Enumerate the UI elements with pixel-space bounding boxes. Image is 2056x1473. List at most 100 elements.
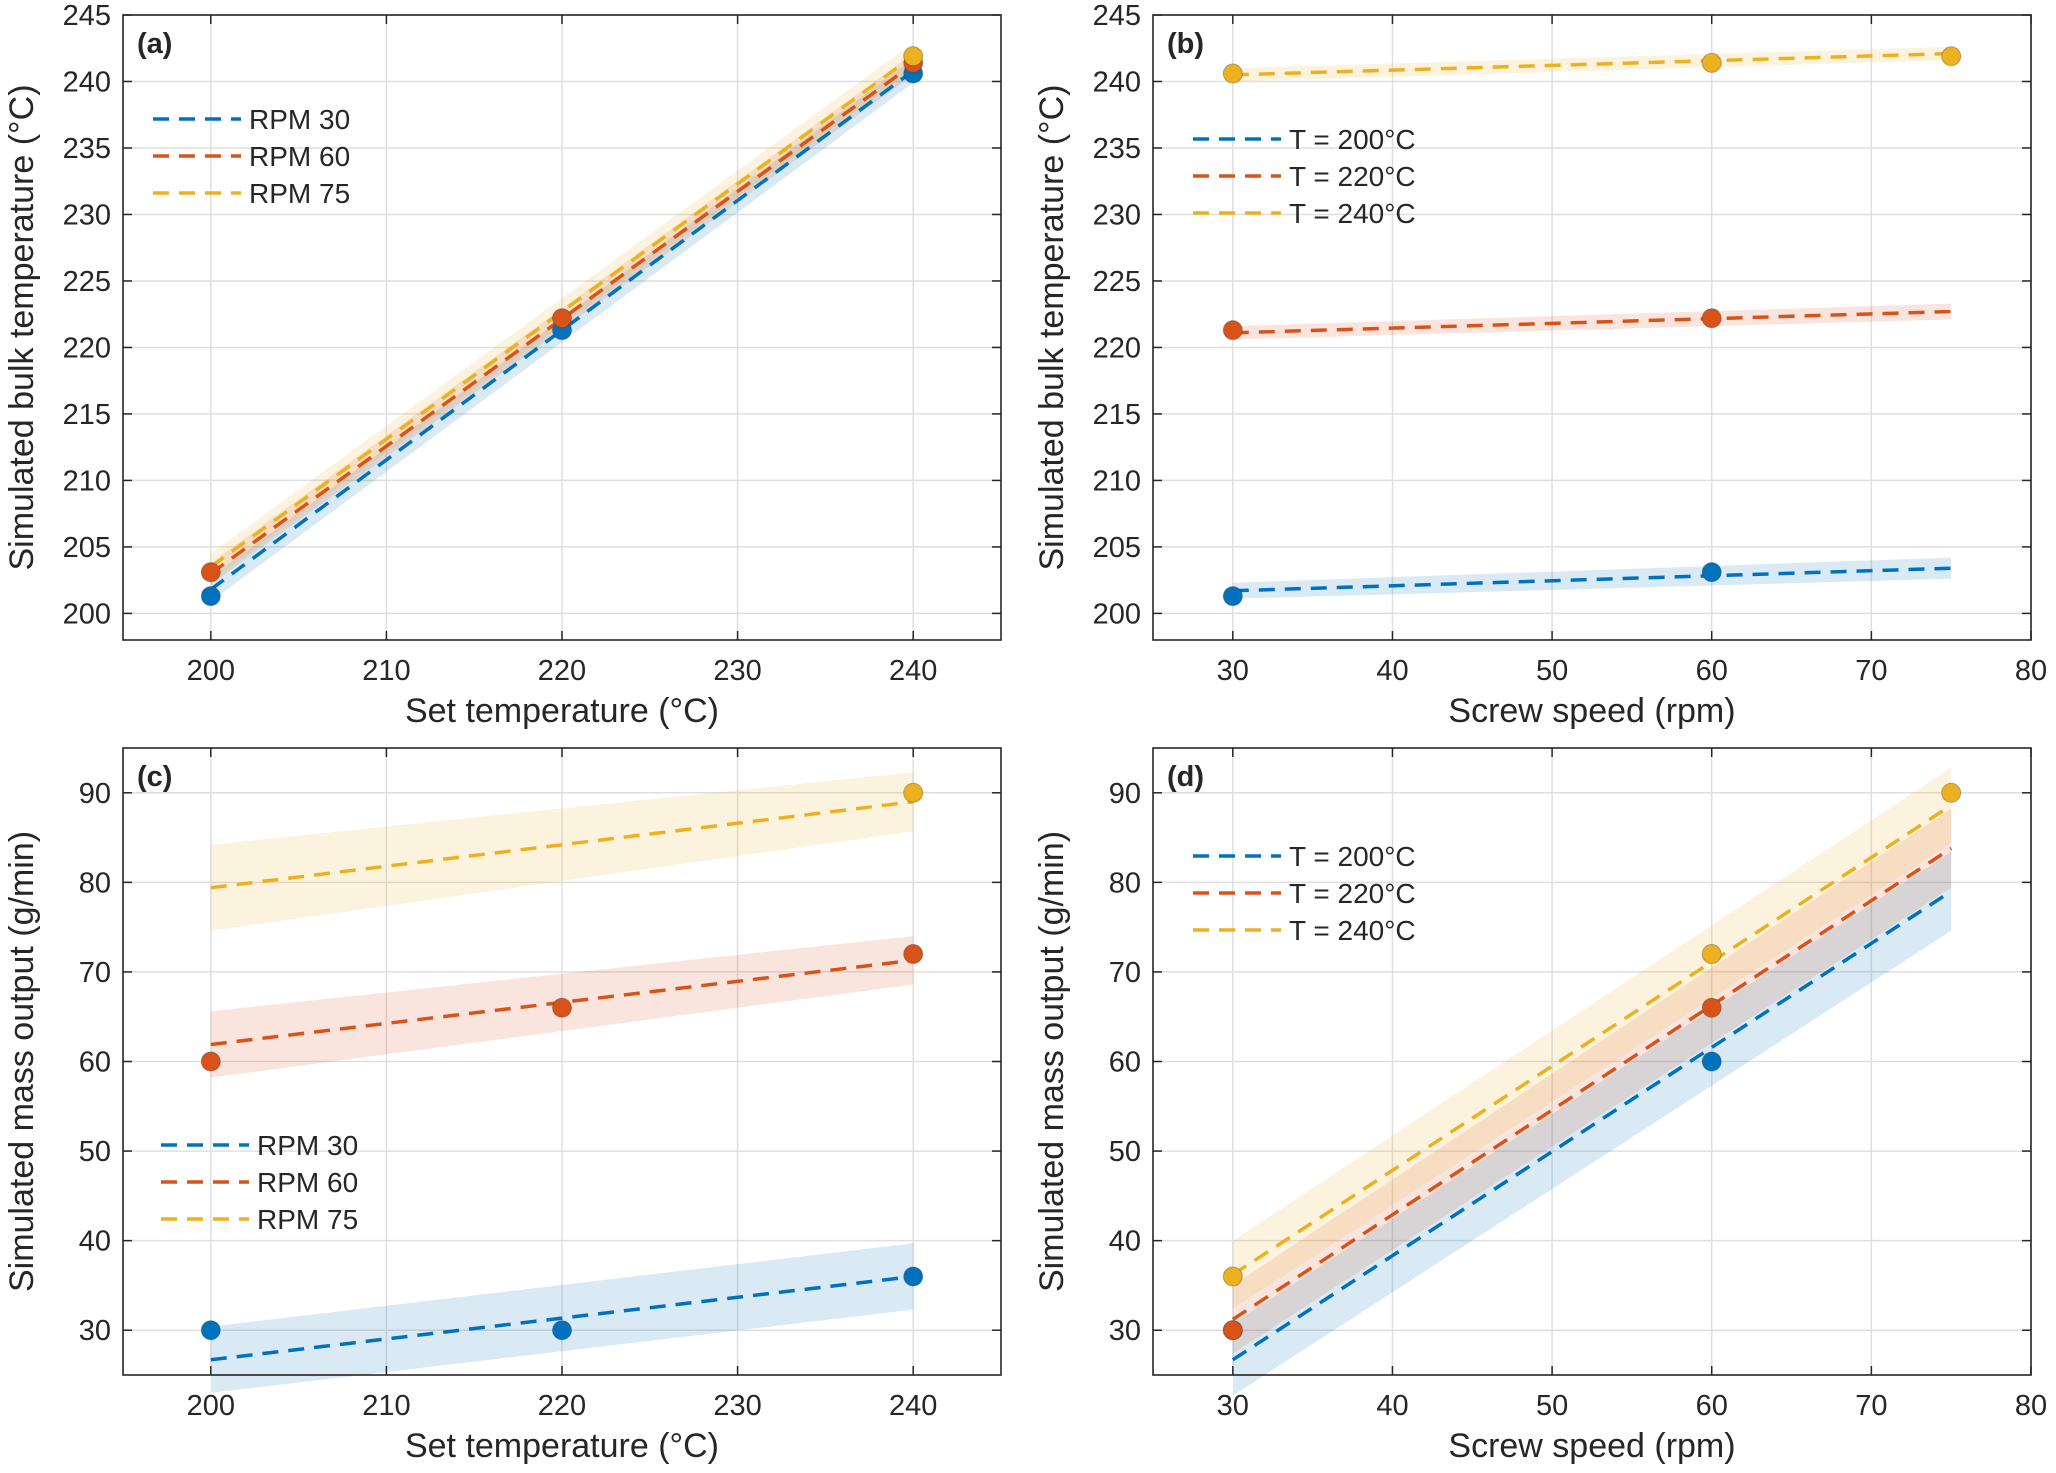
- fit-line-1: [1231, 889, 1953, 1362]
- x-tick-label: 40: [1376, 1390, 1408, 1422]
- y-tick-label: 40: [79, 1226, 111, 1258]
- data-point-2: [200, 1051, 221, 1072]
- fit-line-1: [210, 1274, 914, 1362]
- data-point-2: [552, 997, 572, 1018]
- confidence-band-2: [1232, 808, 1952, 1354]
- data-point-2: [1701, 997, 1722, 1018]
- panel-label: (d): [1167, 761, 1204, 793]
- confidence-band-3: [1232, 46, 1952, 82]
- y-tick-label: 90: [79, 778, 111, 810]
- y-tick-label: 225: [1093, 266, 1141, 298]
- legend-label-1: RPM 30: [249, 104, 350, 135]
- x-tick-label: 210: [362, 1390, 410, 1422]
- data-point-2: [552, 308, 572, 329]
- panel-label: (b): [1167, 28, 1204, 60]
- legend-label-3: RPM 75: [257, 1204, 358, 1235]
- fit-line-1: [1232, 566, 1952, 593]
- fit-line-2: [1232, 309, 1952, 335]
- y-tick-label: 245: [1093, 0, 1141, 32]
- data-point-3: [1222, 1266, 1243, 1287]
- plot-area: [1153, 15, 2031, 640]
- y-tick-label: 235: [1093, 133, 1141, 165]
- x-tick-label: 50: [1536, 1390, 1568, 1422]
- axes-box: [1152, 14, 2032, 641]
- x-tick-label: 60: [1696, 655, 1728, 687]
- y-axis-label: Simulated bulk temperature (°C): [3, 84, 41, 570]
- y-tick-label: 90: [1109, 778, 1141, 810]
- legend-label-1: T = 200°C: [1289, 841, 1416, 872]
- fit-line-3: [1231, 803, 1953, 1277]
- y-tick-label: 80: [1109, 867, 1141, 899]
- x-tick-label: 220: [538, 655, 586, 687]
- y-tick-label: 220: [1093, 332, 1141, 364]
- y-tick-label: 205: [63, 532, 111, 564]
- data-point-1: [200, 1320, 221, 1341]
- legend-label-1: RPM 30: [257, 1130, 358, 1161]
- x-axis-label: Set temperature (°C): [405, 692, 719, 730]
- y-tick-label: 40: [1109, 1226, 1141, 1258]
- y-tick-label: 245: [63, 0, 111, 32]
- y-tick-label: 30: [1109, 1315, 1141, 1347]
- y-tick-label: 200: [63, 598, 111, 630]
- confidence-band-1: [1232, 557, 1952, 599]
- confidence-band-2: [1232, 303, 1952, 340]
- panel-label: (c): [137, 761, 172, 793]
- data-point-2: [903, 944, 924, 965]
- x-tick-label: 50: [1536, 655, 1568, 687]
- x-tick-label: 230: [713, 655, 761, 687]
- x-axis-label: Set temperature (°C): [405, 1427, 719, 1465]
- data-point-2: [200, 562, 221, 583]
- data-point-3: [1941, 46, 1962, 67]
- y-tick-label: 70: [79, 957, 111, 989]
- y-tick-label: 80: [79, 867, 111, 899]
- data-point-1: [1222, 586, 1243, 607]
- x-tick-label: 200: [187, 655, 235, 687]
- y-tick-label: 205: [1093, 532, 1141, 564]
- y-tick-label: 200: [1093, 598, 1141, 630]
- legend-label-2: RPM 60: [249, 141, 350, 172]
- fit-line-3: [1232, 51, 1952, 77]
- x-tick-label: 220: [538, 1390, 586, 1422]
- data-point-3: [1701, 944, 1722, 965]
- legend-label-3: T = 240°C: [1289, 915, 1416, 946]
- x-tick-label: 240: [889, 655, 937, 687]
- y-tick-label: 220: [63, 332, 111, 364]
- data-point-3: [903, 46, 924, 67]
- legend-label-3: T = 240°C: [1289, 198, 1416, 229]
- x-tick-label: 70: [1855, 1390, 1887, 1422]
- x-tick-label: 80: [2015, 1390, 2047, 1422]
- y-tick-label: 210: [1093, 465, 1141, 497]
- x-tick-label: 30: [1217, 1390, 1249, 1422]
- legend-label-1: T = 200°C: [1289, 124, 1416, 155]
- x-axis-label: Screw speed (rpm): [1448, 1427, 1735, 1465]
- data-point-1: [903, 1266, 924, 1287]
- panel-label: (a): [137, 28, 172, 60]
- y-tick-label: 240: [1093, 66, 1141, 98]
- data-point-3: [1941, 782, 1962, 803]
- y-tick-label: 210: [63, 465, 111, 497]
- y-tick-label: 50: [1109, 1136, 1141, 1168]
- y-axis-label: Simulated mass output (g/min): [1033, 831, 1071, 1292]
- data-point-3: [1701, 52, 1722, 73]
- fit-line-3: [209, 54, 915, 569]
- fit-line-1: [209, 69, 915, 591]
- x-tick-label: 80: [2015, 655, 2047, 687]
- data-point-1: [200, 586, 221, 607]
- y-tick-label: 215: [1093, 399, 1141, 431]
- x-axis-label: Screw speed (rpm): [1448, 692, 1735, 730]
- data-point-1: [552, 1320, 572, 1341]
- y-tick-label: 70: [1109, 957, 1141, 989]
- y-tick-label: 225: [63, 266, 111, 298]
- legend-label-3: RPM 75: [249, 178, 350, 209]
- chart-panel-2: 30 40 50 60 70 80 200 205 210 215 220 225 230 235 240 2…: [1033, 0, 2047, 730]
- chart-panel-1: 200 210 220 230 240 200 205 210 215 220 225 230 235 2…: [3, 0, 1002, 730]
- chart-panel-3: 200 210 220 230 240 30 40 50 60 70 80 90 Set tempera…: [3, 747, 1002, 1465]
- x-tick-label: 240: [889, 1390, 937, 1422]
- x-tick-label: 210: [362, 655, 410, 687]
- x-tick-label: 30: [1217, 655, 1249, 687]
- y-tick-label: 60: [1109, 1047, 1141, 1079]
- data-point-3: [903, 782, 924, 803]
- data-point-2: [1222, 320, 1243, 341]
- legend-label-2: T = 220°C: [1289, 161, 1416, 192]
